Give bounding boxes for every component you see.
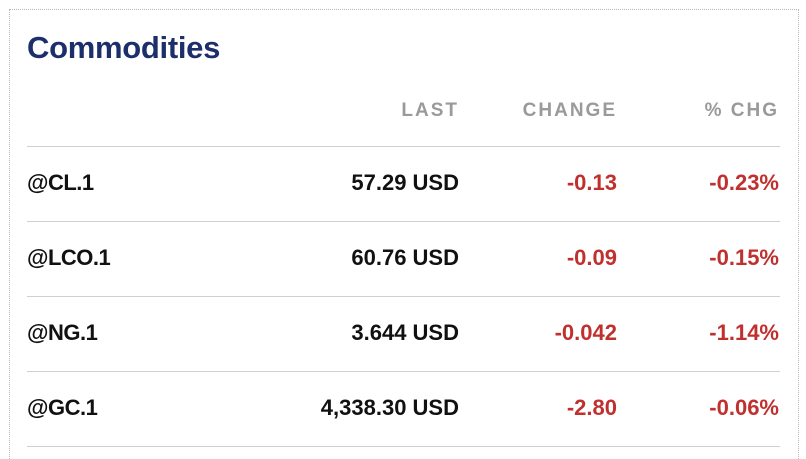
last-price: 57.29 USD xyxy=(351,170,459,195)
divider xyxy=(27,296,780,297)
percent-change: -0.15% xyxy=(709,245,779,270)
divider xyxy=(27,371,780,372)
symbol[interactable]: @NG.1 xyxy=(27,320,98,345)
percent-change: -0.23% xyxy=(709,170,779,195)
widget-title: Commodities xyxy=(27,30,221,65)
commodities-widget: Commodities LAST CHANGE % CHG @CL.1 57.29… xyxy=(9,9,799,459)
percent-change: -0.06% xyxy=(709,395,779,420)
divider xyxy=(27,146,780,147)
change: -0.042 xyxy=(554,320,617,345)
change: -2.80 xyxy=(566,395,617,420)
last-price: 60.76 USD xyxy=(351,245,459,270)
divider xyxy=(27,446,780,447)
symbol[interactable]: @GC.1 xyxy=(27,395,98,420)
divider xyxy=(27,221,780,222)
column-header: % CHG xyxy=(704,100,779,121)
symbol[interactable]: @LCO.1 xyxy=(27,245,111,270)
last-price: 3.644 USD xyxy=(351,320,459,345)
change: -0.09 xyxy=(566,245,617,270)
column-header: CHANGE xyxy=(522,100,617,121)
last-price: 4,338.30 USD xyxy=(320,395,459,420)
change: -0.13 xyxy=(566,170,617,195)
column-header: LAST xyxy=(401,100,459,121)
symbol[interactable]: @CL.1 xyxy=(27,170,94,195)
percent-change: -1.14% xyxy=(709,320,779,345)
